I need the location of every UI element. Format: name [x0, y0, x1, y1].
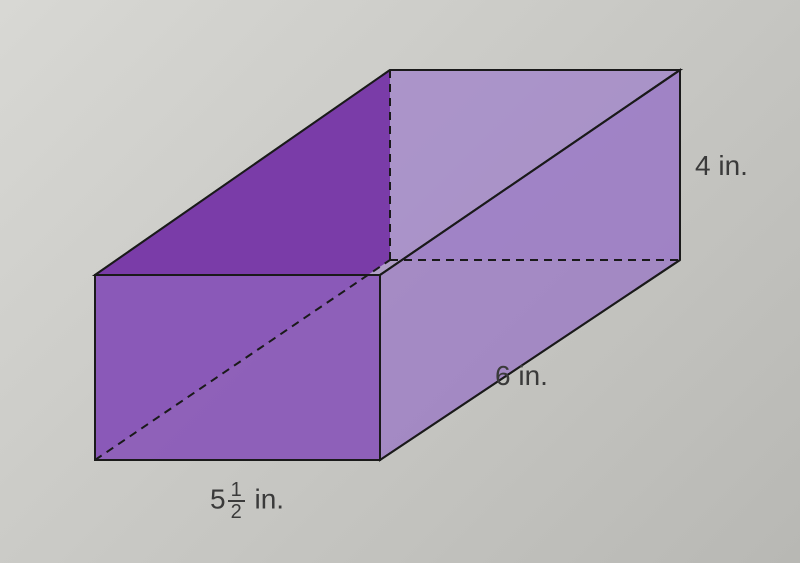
prism-diagram [0, 0, 800, 563]
depth-label: 6 in. [495, 360, 548, 392]
height-label: 4 in. [695, 150, 748, 182]
front-face [95, 275, 380, 460]
width-label: 512 in. [210, 480, 284, 522]
